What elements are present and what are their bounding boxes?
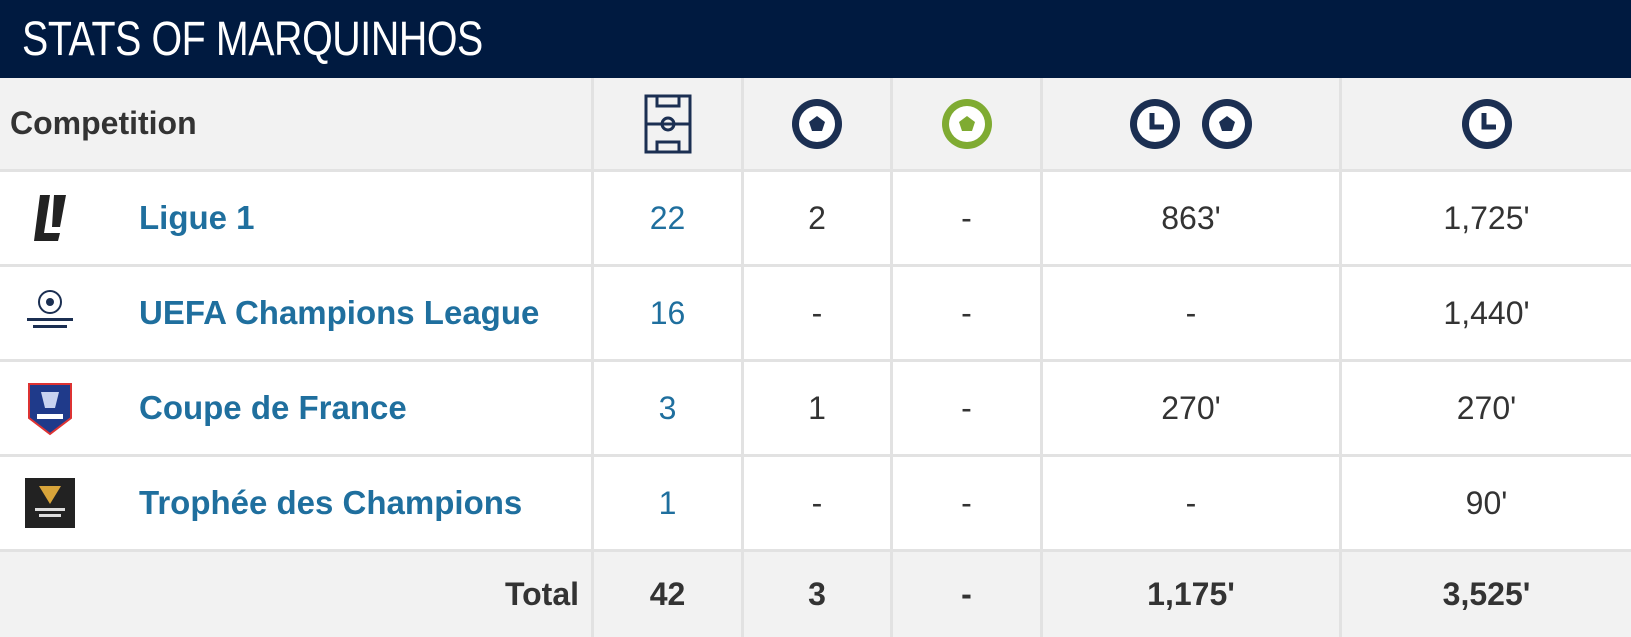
total-cell: 42 bbox=[591, 552, 741, 637]
total-row: Total 42 3-1,175' 3,525' bbox=[0, 552, 1631, 637]
stat-cell: - bbox=[1040, 267, 1339, 359]
icon-goals bbox=[741, 78, 890, 169]
stat-cell: 1 bbox=[591, 457, 741, 549]
stat-cell: 1,725' bbox=[1339, 172, 1631, 264]
stat-cell: - bbox=[890, 267, 1040, 359]
total-cell: - bbox=[890, 552, 1040, 637]
competition-logo bbox=[0, 457, 100, 549]
stat-cell: 863' bbox=[1040, 172, 1339, 264]
stat-cell: 1 bbox=[741, 362, 890, 454]
stat-cell: - bbox=[741, 267, 890, 359]
competition-link[interactable]: Trophée des Champions bbox=[139, 484, 523, 521]
stat-cell: 22 bbox=[591, 172, 741, 264]
competition-row: Trophée des Champions 1- - -90' bbox=[0, 457, 1631, 552]
icon-assists bbox=[890, 78, 1040, 169]
competition-link[interactable]: Coupe de France bbox=[139, 389, 407, 426]
stat-cell: 90' bbox=[1339, 457, 1631, 549]
stat-cell: 270' bbox=[1339, 362, 1631, 454]
competition-link[interactable]: UEFA Champions League bbox=[139, 294, 540, 331]
competition-logo bbox=[0, 267, 100, 359]
total-cell: 3 bbox=[741, 552, 890, 637]
competition-row: UEFA Champions League 16- - -1,440' bbox=[0, 267, 1631, 362]
stat-cell: - bbox=[1040, 457, 1339, 549]
icon-minutes bbox=[1339, 78, 1631, 169]
stat-cell: 1,440' bbox=[1339, 267, 1631, 359]
competition-row: Coupe de France 3 1-270' 270' bbox=[0, 362, 1631, 457]
competition-row: Ligue 1 22 2-863' 1,725' bbox=[0, 172, 1631, 267]
title-bar: STATS OF MARQUINHOS bbox=[0, 0, 1631, 78]
stat-cell: - bbox=[890, 457, 1040, 549]
competition-link[interactable]: Ligue 1 bbox=[139, 199, 255, 236]
total-label: Total bbox=[504, 576, 579, 612]
stat-cell: 3 bbox=[591, 362, 741, 454]
competition-logo bbox=[0, 362, 100, 454]
title: STATS OF MARQUINHOS bbox=[22, 13, 483, 66]
stat-cell: - bbox=[890, 172, 1040, 264]
header-row: Competition bbox=[0, 78, 1631, 172]
stat-cell: - bbox=[890, 362, 1040, 454]
icon-minutes-per-goal bbox=[1040, 78, 1339, 169]
icon-appearances bbox=[591, 78, 741, 169]
total-cell: 3,525' bbox=[1339, 552, 1631, 637]
stat-cell: 16 bbox=[591, 267, 741, 359]
competition-logo bbox=[0, 172, 100, 264]
header-competition: Competition bbox=[10, 105, 197, 141]
stat-cell: 2 bbox=[741, 172, 890, 264]
stat-cell: 270' bbox=[1040, 362, 1339, 454]
total-cell: 1,175' bbox=[1040, 552, 1339, 637]
stat-cell: - bbox=[741, 457, 890, 549]
